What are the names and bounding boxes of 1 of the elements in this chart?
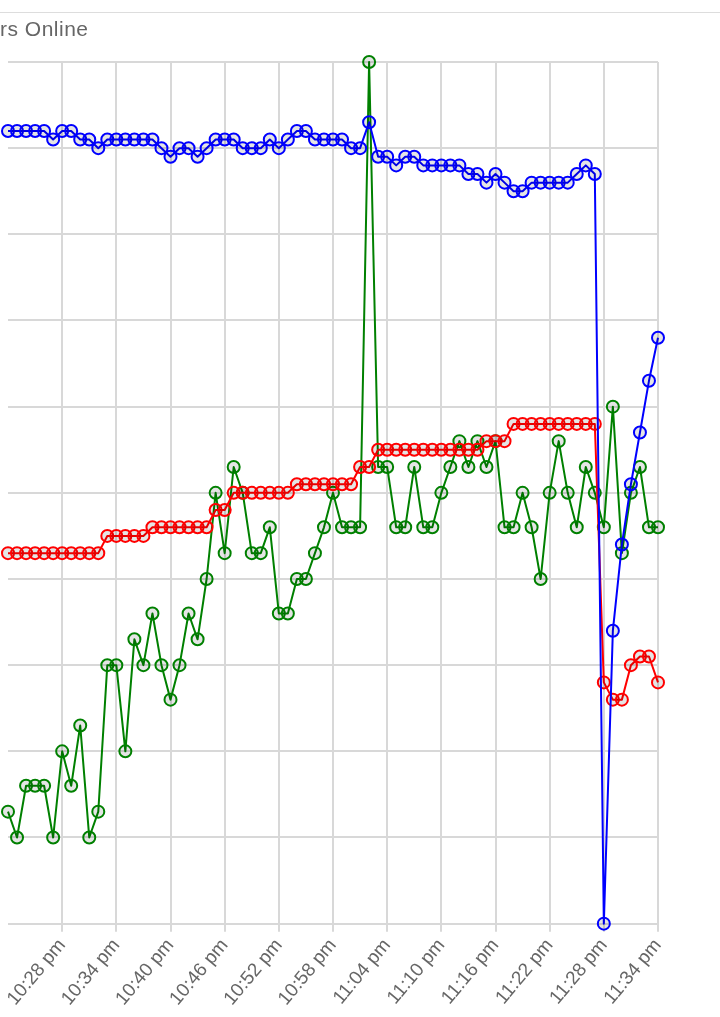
chart-title: rs Online (0, 12, 720, 41)
